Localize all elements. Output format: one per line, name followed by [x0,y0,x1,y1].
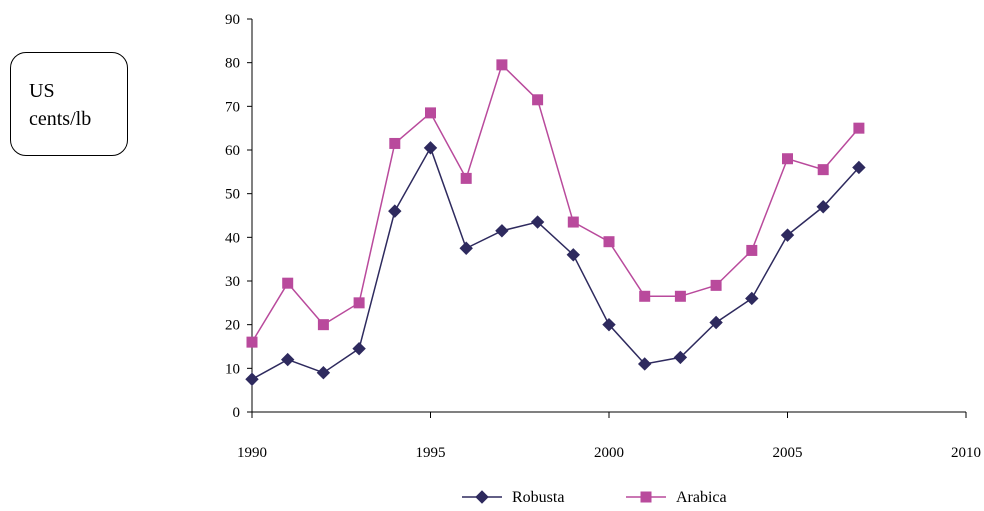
data-point-robusta [280,352,295,367]
y-tick-label: 20 [225,318,240,334]
data-point-robusta [316,365,331,380]
data-point-arabica [282,277,294,289]
data-point-robusta [780,228,795,242]
data-point-arabica [317,319,329,331]
y-tick-label: 10 [225,361,240,377]
data-point-robusta [352,341,366,356]
data-point-robusta [495,224,509,238]
legend-label-robusta: Robusta [512,489,564,506]
unit-label-box: US cents/lb [10,52,128,156]
data-point-arabica [710,279,722,291]
x-tick-label: 2000 [594,445,624,461]
series-line-arabica [251,63,860,343]
unit-label-line2: cents/lb [29,108,92,130]
y-tick-label: 40 [225,230,240,246]
y-tick-label: 80 [225,56,240,72]
data-point-robusta [566,248,581,262]
data-point-arabica [389,137,401,149]
data-point-arabica [746,244,758,256]
data-point-arabica [532,94,544,106]
data-point-arabica [782,153,793,165]
series-line-robusta [251,146,860,380]
y-tick-label: 50 [225,187,240,203]
legend-label-arabica: Arabica [676,489,727,506]
data-point-robusta [637,357,652,371]
x-tick-label: 1995 [416,445,446,461]
data-point-robusta [816,200,830,214]
y-tick-label: 30 [225,274,240,290]
data-point-arabica [567,216,579,228]
data-point-arabica [817,164,829,176]
data-point-robusta [459,241,473,255]
y-tick-label: 90 [225,12,240,28]
data-point-robusta [245,372,259,386]
data-point-arabica [603,236,615,248]
data-point-arabica [246,336,258,348]
x-tick-label: 1990 [237,445,267,461]
legend-marker-arabica [640,491,652,503]
x-tick-label: 2010 [951,445,981,461]
data-point-robusta [852,160,866,175]
data-point-arabica [674,290,686,302]
data-point-arabica [353,297,365,309]
y-tick-label: 0 [233,405,241,421]
data-point-arabica [460,172,472,184]
data-point-arabica [853,122,865,134]
data-point-arabica [425,107,436,119]
data-point-robusta [423,141,438,155]
x-tick-label: 2005 [773,445,803,461]
data-point-robusta [709,315,723,330]
data-point-arabica [496,59,508,71]
y-tick-label: 70 [225,99,240,115]
y-tick-label: 60 [225,143,240,159]
data-point-arabica [639,290,651,302]
legend-marker-robusta [475,490,489,504]
data-point-robusta [673,350,688,365]
data-point-robusta [530,215,545,229]
data-point-robusta [602,317,616,332]
data-point-robusta [388,204,402,218]
data-point-robusta [745,291,759,306]
unit-label-line1: US [29,80,55,102]
